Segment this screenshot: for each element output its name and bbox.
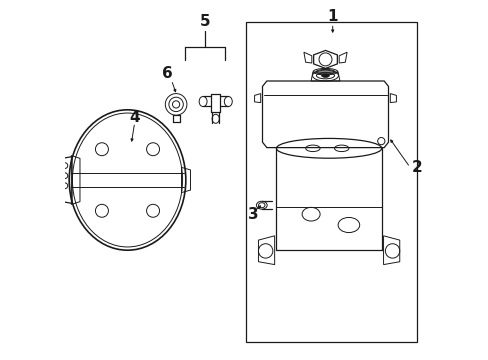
Text: 2: 2	[411, 160, 422, 175]
Text: 1: 1	[327, 9, 337, 24]
Text: 6: 6	[162, 66, 172, 81]
Ellipse shape	[321, 74, 329, 77]
Bar	[246, 22, 416, 342]
Text: 4: 4	[129, 109, 140, 125]
Text: 5: 5	[199, 14, 210, 29]
Text: 3: 3	[248, 207, 258, 222]
